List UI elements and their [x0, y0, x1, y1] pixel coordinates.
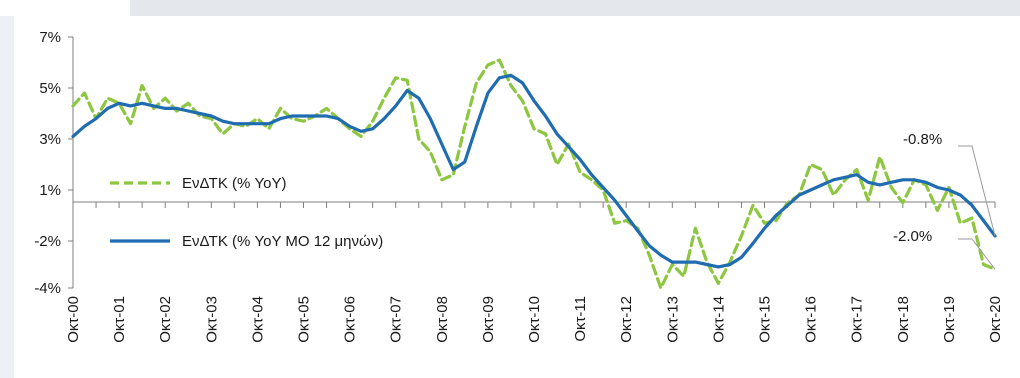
y-tick-label: 3%	[39, 131, 61, 148]
annotation-label: -0.8%	[903, 131, 942, 148]
x-tick-label: Οκτ-09	[480, 296, 497, 343]
y-tick-label: 5%	[39, 80, 61, 97]
annotation-label: -2.0%	[893, 228, 932, 245]
x-tick-label: Οκτ-01	[111, 296, 128, 343]
side-decorative-band	[0, 16, 14, 378]
x-tick-label: Οκτ-19	[941, 296, 958, 343]
x-tick-label: Οκτ-20	[987, 296, 1004, 343]
x-tick-label: Οκτ-00	[65, 296, 82, 343]
legend-item-ma12-label: ΕνΔΤΚ (% YoY MO 12 μηνών)	[182, 233, 383, 250]
x-tick-label: Οκτ-10	[526, 296, 543, 343]
y-tick-label: 1%	[39, 182, 61, 199]
x-tick-label: Οκτ-13	[664, 296, 681, 343]
x-tick-label: Οκτ-15	[757, 296, 774, 343]
x-tick-label: Οκτ-03	[203, 296, 220, 343]
annotation-leader-line	[958, 145, 996, 237]
y-tick-label: -2%	[34, 233, 61, 250]
x-tick-label: Οκτ-05	[296, 296, 313, 343]
top-decorative-band	[130, 0, 1020, 16]
x-tick-label: Οκτ-12	[618, 296, 635, 343]
x-tick-label: Οκτ-18	[895, 296, 912, 343]
y-tick-label: -4%	[34, 280, 61, 297]
annotation-leader-line	[958, 238, 996, 270]
x-tick-label: Οκτ-02	[157, 296, 174, 343]
series-line-yoy	[71, 58, 997, 290]
x-tick-label: Οκτ-17	[849, 296, 866, 343]
x-tick-label: Οκτ-14	[710, 296, 727, 343]
series-line-ma12	[71, 73, 997, 269]
x-tick-label: Οκτ-04	[249, 296, 266, 343]
x-tick-label: Οκτ-08	[434, 296, 451, 343]
x-tick-label: Οκτ-11	[572, 296, 589, 342]
legend-item-yoy-label: ΕνΔΤΚ (% YoY)	[182, 175, 286, 192]
x-tick-label: Οκτ-07	[388, 296, 405, 343]
y-tick-label: 7%	[39, 29, 61, 46]
x-tick-label: Οκτ-06	[342, 296, 359, 343]
x-tick-label: Οκτ-16	[803, 296, 820, 343]
